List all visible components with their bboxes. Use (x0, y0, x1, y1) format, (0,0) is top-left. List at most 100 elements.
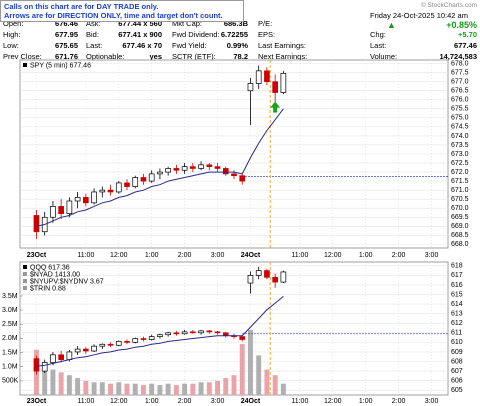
quote-label: Low: (3, 41, 19, 50)
y-tick-label: 606 (451, 377, 463, 384)
direction-arrow (270, 101, 281, 113)
x-tick-label: 12:00 (324, 398, 342, 405)
volume-bar (173, 385, 179, 395)
candle-body (83, 348, 89, 352)
quote-label: Chg: (370, 30, 386, 39)
y-tick-label: 608 (451, 358, 463, 365)
y-tick-label: 613 (451, 311, 463, 318)
candle-body (181, 331, 188, 335)
candle-body (58, 354, 64, 360)
candle-body (222, 168, 229, 175)
quote-label: EPS: (258, 30, 276, 39)
chart-title: SPY (5 min) 677.46 (30, 62, 91, 69)
candle-body (272, 276, 278, 283)
candle-body (198, 164, 204, 169)
volume-bar (108, 383, 114, 395)
quote-value: 677.95 (55, 30, 78, 39)
candle-body (272, 81, 278, 93)
quote-label: Ask: (86, 19, 101, 28)
x-tick-label: 1:00 (359, 252, 373, 259)
y-tick-label: 607 (451, 368, 463, 375)
candle-body (280, 271, 287, 283)
quote-label: Open: (3, 19, 24, 28)
x-tick-label: 3:00 (425, 252, 439, 259)
volume-bar (66, 375, 72, 395)
y-tick-label: 675.5 (451, 106, 469, 113)
y-tick-label: 670.5 (451, 196, 469, 203)
candle-body (132, 177, 139, 187)
change-pct: +0.85% (446, 20, 477, 30)
volume-tick-label: 2.5M (2, 321, 18, 328)
y-tick-label: 677.0 (451, 79, 469, 86)
volume-bar (149, 383, 155, 395)
y-tick-label: 610 (451, 339, 463, 346)
candle-body (41, 362, 48, 372)
candle-body (50, 354, 56, 363)
volume-bar (190, 383, 196, 395)
candle-body (157, 171, 163, 175)
date: Friday 24-Oct-2025 10:42 am (370, 11, 468, 20)
y-tick-label: 614 (451, 301, 463, 308)
volume-bar (247, 329, 253, 395)
y-tick-label: 672.5 (451, 160, 469, 167)
quote-label: High: (3, 30, 21, 39)
quote-label: Fwd Yield: (172, 41, 207, 50)
y-tick-label: 678.0 (451, 60, 469, 67)
quote-label: Optionable: (86, 52, 125, 61)
candle-body (148, 173, 155, 182)
quote-label: Last: (86, 41, 103, 50)
candle-body (124, 182, 130, 187)
volume-tick-label: 3.5M (2, 293, 18, 300)
candle-body (58, 206, 64, 215)
candle-body (115, 182, 122, 193)
y-tick-label: 669.5 (451, 214, 469, 221)
volume-bar (182, 383, 188, 395)
quote-label: SCTR (ETF): (172, 52, 216, 61)
candle-body (50, 206, 56, 218)
quote-value: 677.46 x 70 (122, 41, 162, 50)
candle-body (140, 338, 147, 340)
x-tick-label: 11:00 (77, 398, 94, 405)
candle-body (83, 197, 89, 204)
candle-body (214, 331, 221, 334)
candle-body (66, 351, 73, 360)
candle-body (173, 168, 180, 171)
quote-label: Last: (370, 41, 387, 50)
x-tick-label: 24Oct (241, 398, 261, 405)
x-tick-label: 2:00 (392, 398, 406, 405)
candle-body (190, 166, 196, 169)
x-tick-label: 23Oct (27, 252, 47, 259)
volume-tick-label: 500K (2, 378, 19, 385)
y-tick-label: 675.0 (451, 115, 469, 122)
quote-label: Next Earnings: (258, 52, 308, 61)
y-tick-label: 674.0 (451, 133, 469, 140)
x-tick-label: 3:00 (425, 398, 439, 405)
volume-bar (206, 382, 212, 395)
candle-body (107, 189, 114, 193)
x-tick-label: 23Oct (27, 398, 47, 405)
volume-bar (50, 369, 56, 395)
quote-value: 671.76 (55, 52, 78, 61)
legend-entry: $NYAD 1413.00 (30, 271, 80, 278)
y-tick-label: 668.5 (451, 232, 469, 239)
quote-value: 677.44 x 560 (118, 19, 162, 28)
moving-average (36, 296, 284, 367)
moving-average (36, 108, 284, 227)
candle-body (148, 336, 155, 340)
volume-tick-label: 1.0M (2, 364, 18, 371)
y-tick-label: 676.0 (451, 97, 469, 104)
y-tick-label: 609 (451, 349, 463, 356)
candle-body (115, 341, 122, 346)
candle-body (33, 358, 40, 372)
volume-bar (124, 383, 130, 395)
candle-body (247, 83, 254, 92)
candle-body (255, 70, 262, 84)
candle-body (91, 191, 97, 204)
volume-bar (165, 383, 171, 395)
volume-bar (280, 383, 286, 395)
y-tick-label: 671.0 (451, 187, 469, 194)
quote-label: Last Earnings: (258, 41, 306, 50)
candle-body (198, 330, 204, 334)
x-tick-label: 12:00 (110, 398, 128, 405)
